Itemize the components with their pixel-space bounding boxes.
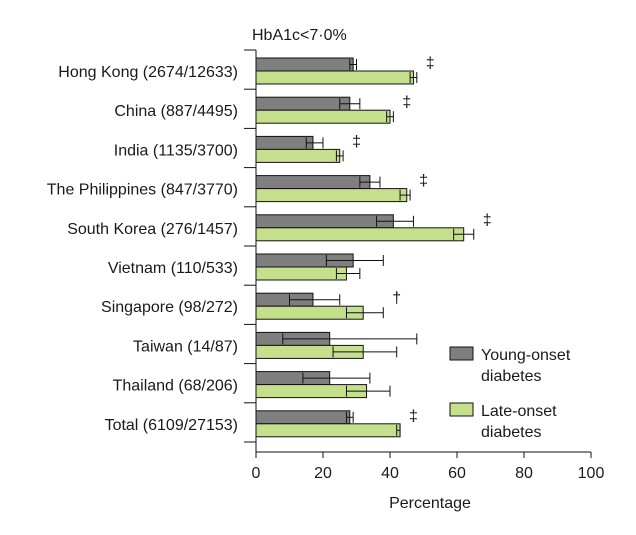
significance-marker: ‡ (352, 133, 361, 150)
x-tick-label: 0 (252, 465, 261, 482)
bar-young-onset (255, 135, 314, 150)
significance-marker: ‡ (402, 94, 411, 111)
bar-late-onset (255, 70, 414, 85)
category-label: The Philippines (847/3770) (47, 182, 238, 199)
bar-young-onset (255, 96, 351, 111)
significance-marker: ‡ (483, 212, 492, 229)
bar-late-onset (255, 423, 401, 438)
category-label: China (887/4495) (114, 103, 238, 120)
bars (255, 57, 475, 438)
legend: Young-onset diabetes Late-onset diabetes (449, 346, 571, 441)
chart-title: HbA1c<7·0% (252, 27, 347, 44)
x-tick-label: 20 (314, 465, 332, 482)
significance-marker: ‡ (409, 408, 418, 425)
bar-late-onset (255, 188, 408, 203)
category-label: Vietnam (110/533) (108, 260, 238, 277)
x-tick-label: 60 (448, 465, 466, 482)
bar-young-onset (255, 175, 371, 190)
category-label: South Korea (276/1457) (67, 221, 238, 238)
x-tick-label: 40 (381, 465, 399, 482)
legend-label-young-line2: diabetes (481, 368, 542, 385)
x-tick-label: 80 (515, 465, 533, 482)
bar-late-onset (255, 109, 391, 124)
category-label: Hong Kong (2674/12633) (58, 64, 238, 81)
x-tick-label: 100 (578, 465, 605, 482)
category-label: Singapore (98/272) (101, 299, 238, 316)
x-axis-label: Percentage (389, 495, 471, 512)
bar-young-onset (255, 214, 394, 229)
legend-swatch-young (449, 346, 474, 361)
ticks: 0 20 40 60 80 100 Hong Kong (2674/12633) ‡ China… (47, 55, 605, 482)
bar-late-onset (255, 227, 465, 242)
bar-late-onset (255, 266, 347, 281)
bar-young-onset (255, 57, 354, 72)
category-label: Total (6109/27153) (105, 417, 238, 434)
category-label: India (1135/3700) (114, 142, 238, 159)
legend-swatch-late (449, 402, 474, 417)
bar-young-onset (255, 410, 351, 425)
category-label: Thailand (68/206) (113, 378, 238, 395)
significance-marker: † (392, 290, 401, 307)
significance-marker: ‡ (426, 55, 435, 72)
legend-label-late-line2: diabetes (481, 424, 542, 441)
legend-label-young-line1: Young-onset (481, 347, 571, 364)
category-label: Taiwan (14/87) (133, 338, 238, 355)
bar-late-onset (255, 148, 341, 163)
significance-marker: ‡ (419, 173, 428, 190)
legend-label-late-line1: Late-onset (481, 403, 557, 420)
